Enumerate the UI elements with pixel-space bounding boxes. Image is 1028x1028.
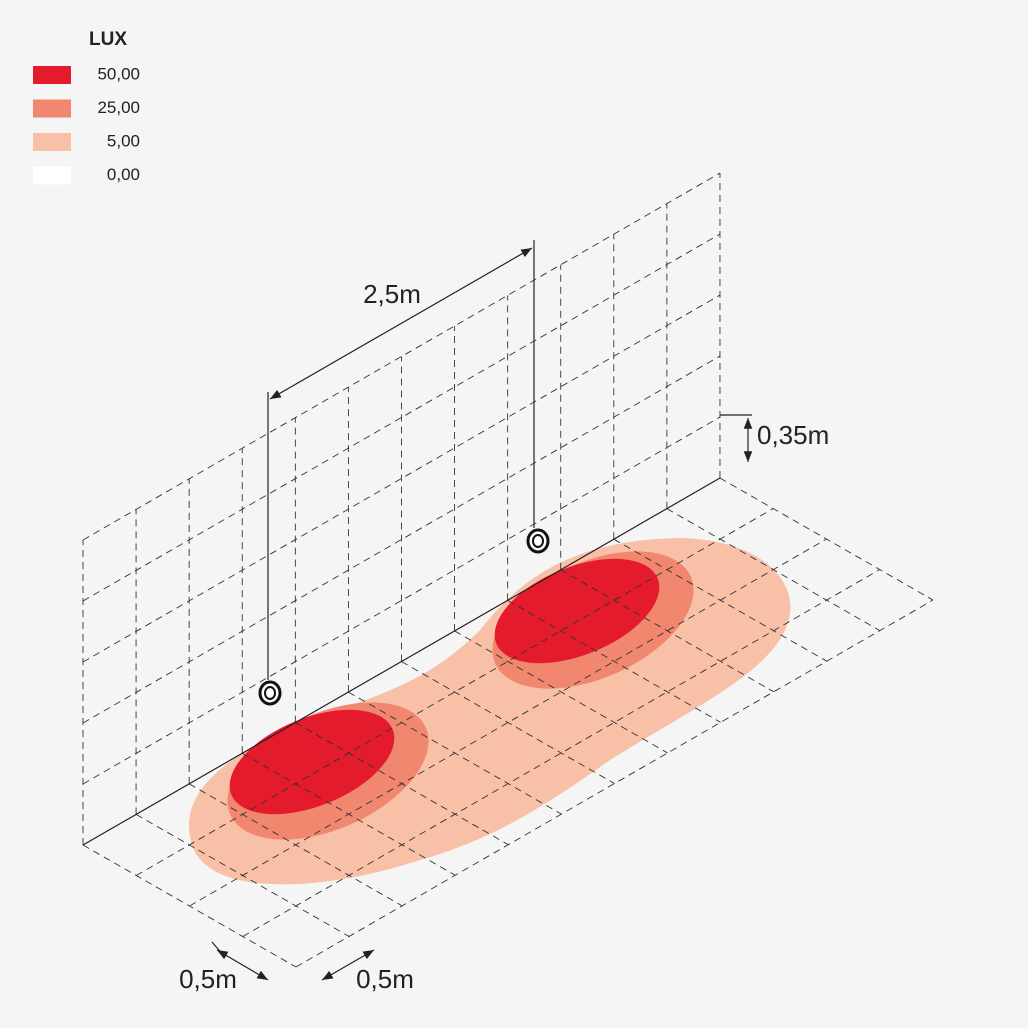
grid-line	[82, 477, 721, 846]
grid-line	[560, 569, 774, 693]
grid-line	[401, 661, 615, 784]
legend-label: 0,00	[107, 165, 140, 184]
legend-swatch	[33, 66, 71, 84]
legend-swatch	[33, 133, 71, 151]
grid-line	[82, 172, 721, 541]
grid-line	[82, 294, 721, 663]
grid	[82, 172, 934, 968]
grid-line	[136, 508, 774, 876]
height-label: 0,35m	[757, 420, 829, 450]
spacing-label: 2,5m	[363, 279, 421, 309]
grid-line	[189, 538, 827, 907]
legend-title: LUX	[89, 29, 127, 50]
zone-high	[494, 558, 660, 664]
legend-swatch	[33, 166, 71, 185]
legend: 50,00 25,00 5,00 0,00	[33, 64, 140, 185]
dimension-lines	[211, 240, 753, 981]
legend-label: 5,00	[107, 131, 140, 150]
grid-line	[82, 416, 721, 785]
zone-high	[229, 709, 395, 815]
grid-line	[295, 599, 934, 968]
grid-line	[82, 233, 721, 602]
width-label: 0,5m	[356, 964, 414, 994]
fixtures	[258, 528, 550, 706]
depth-label: 0,5m	[179, 964, 237, 994]
grid-line	[82, 355, 721, 724]
grid-line	[242, 569, 880, 937]
legend-swatch	[33, 99, 71, 118]
grid-line	[454, 630, 668, 754]
legend-label: 25,00	[97, 98, 140, 117]
light-distribution	[188, 538, 791, 885]
legend-label: 50,00	[97, 64, 140, 83]
grid-line	[507, 599, 721, 723]
